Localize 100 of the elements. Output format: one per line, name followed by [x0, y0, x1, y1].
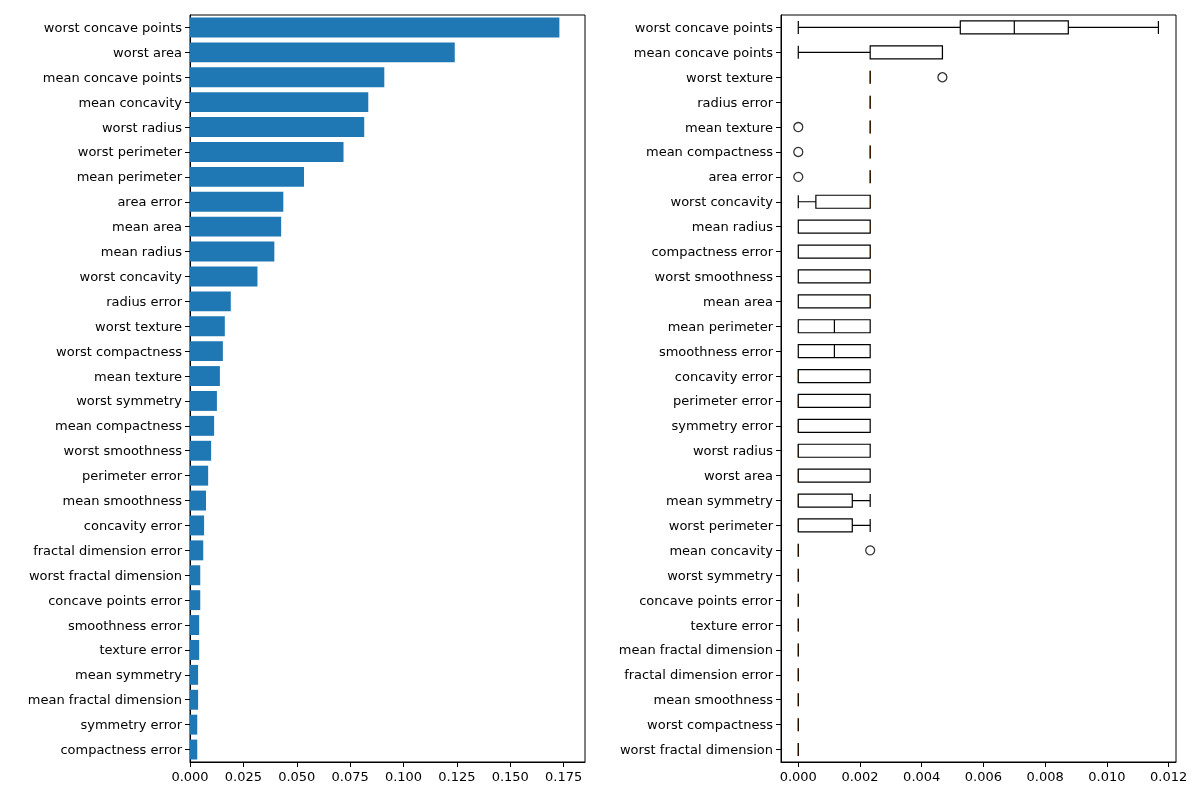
y-tick-label: worst radius [101, 119, 183, 135]
y-tick-label: worst smoothness [63, 443, 183, 459]
x-tick-label: 0.100 [384, 769, 423, 784]
y-tick-label: concavity error [83, 517, 183, 533]
x-tick-label: 0.006 [964, 769, 1003, 784]
bar [190, 117, 365, 138]
bar [190, 415, 215, 436]
y-tick-label: mean smoothness [62, 493, 183, 509]
y-tick-label: mean area [112, 219, 182, 235]
bar [190, 17, 560, 38]
y-tick-label: mean compactness [54, 418, 183, 434]
x-tick-label: 0.000 [171, 769, 209, 784]
y-tick-label: worst area [113, 44, 182, 60]
bar [190, 67, 385, 88]
y-tick-label: worst texture [95, 318, 182, 334]
y-tick-label: worst perimeter [668, 517, 774, 533]
y-tick-label: mean concavity [78, 94, 183, 110]
x-tick-label: 0.000 [779, 769, 817, 784]
y-tick-label: mean perimeter [76, 169, 183, 185]
bar [190, 166, 305, 187]
bar [190, 515, 205, 536]
x-tick-label: 0.050 [278, 769, 316, 784]
y-tick-label: mean radius [100, 244, 183, 260]
y-tick-label: mean fractal dimension [618, 642, 773, 658]
bar [190, 590, 201, 611]
y-tick-label: symmetry error [80, 717, 183, 733]
y-tick-label: perimeter error [673, 393, 774, 409]
x-tick-label: 0.075 [331, 769, 369, 784]
x-tick-label: 0.002 [841, 769, 879, 784]
x-tick-label: 0.150 [491, 769, 529, 784]
y-tick-label: mean radius [691, 219, 774, 235]
bar [190, 390, 217, 411]
y-tick-label: mean fractal dimension [27, 692, 182, 708]
y-tick-label: worst concavity [670, 194, 774, 210]
bar [190, 490, 207, 511]
y-tick-label: mean concave points [42, 69, 183, 85]
bar [190, 216, 282, 237]
y-tick-label: compactness error [60, 742, 183, 758]
bar [190, 266, 258, 287]
bar [190, 291, 231, 312]
bar [190, 465, 209, 486]
y-tick-label: symmetry error [671, 418, 774, 434]
y-tick-label: area error [708, 169, 774, 185]
y-tick-label: worst fractal dimension [619, 742, 773, 758]
x-tick-label: 0.125 [438, 769, 476, 784]
y-tick-label: texture error [690, 617, 774, 633]
y-tick-label: compactness error [651, 244, 774, 260]
bar [190, 42, 455, 63]
y-tick-label: worst smoothness [654, 268, 774, 284]
y-tick-label: worst fractal dimension [28, 567, 182, 583]
bar [190, 714, 198, 735]
bar [190, 664, 199, 685]
y-tick-label: concave points error [48, 592, 183, 608]
y-tick-label: worst compactness [647, 717, 774, 733]
y-tick-label: worst compactness [56, 343, 183, 359]
y-tick-label: smoothness error [658, 343, 774, 359]
bar [190, 689, 199, 710]
bar [190, 141, 344, 162]
x-tick-label: 0.012 [1149, 769, 1188, 784]
bar [190, 241, 275, 262]
y-tick-label: mean area [703, 293, 773, 309]
x-tick-label: 0.175 [545, 769, 583, 784]
bar [190, 316, 225, 337]
y-tick-label: perimeter error [82, 468, 183, 484]
y-tick-label: texture error [99, 642, 183, 658]
x-tick-label: 0.004 [903, 769, 941, 784]
bar [190, 366, 220, 387]
y-tick-label: concave points error [639, 592, 774, 608]
y-tick-label: worst area [704, 468, 773, 484]
y-tick-label: area error [117, 194, 183, 210]
y-tick-label: mean concave points [633, 44, 774, 60]
bar [190, 540, 204, 561]
bar [190, 639, 200, 660]
y-tick-label: concavity error [674, 368, 774, 384]
y-tick-label: worst texture [686, 69, 773, 85]
y-tick-label: worst concave points [634, 19, 774, 35]
y-tick-label: radius error [697, 94, 774, 110]
y-tick-label: worst concave points [43, 19, 183, 35]
y-tick-label: smoothness error [67, 617, 183, 633]
bar [190, 341, 223, 362]
y-tick-label: worst perimeter [77, 144, 183, 160]
x-tick-label: 0.008 [1026, 769, 1064, 784]
bar [190, 92, 369, 113]
y-tick-label: mean symmetry [75, 667, 183, 683]
bar [190, 615, 200, 636]
y-tick-label: mean compactness [645, 144, 774, 160]
y-tick-label: radius error [106, 293, 183, 309]
bar [190, 440, 212, 461]
x-tick-label: 0.010 [1088, 769, 1126, 784]
bar [190, 191, 284, 212]
y-tick-label: worst symmetry [76, 393, 183, 409]
y-tick-label: mean texture [685, 119, 773, 135]
y-tick-label: worst radius [692, 443, 774, 459]
y-tick-label: worst concavity [79, 268, 183, 284]
x-tick-label: 0.025 [224, 769, 262, 784]
y-tick-label: worst symmetry [667, 567, 774, 583]
bar [190, 739, 198, 760]
bar [190, 565, 201, 586]
y-tick-label: mean concavity [669, 542, 774, 558]
y-tick-label: mean perimeter [667, 318, 774, 334]
